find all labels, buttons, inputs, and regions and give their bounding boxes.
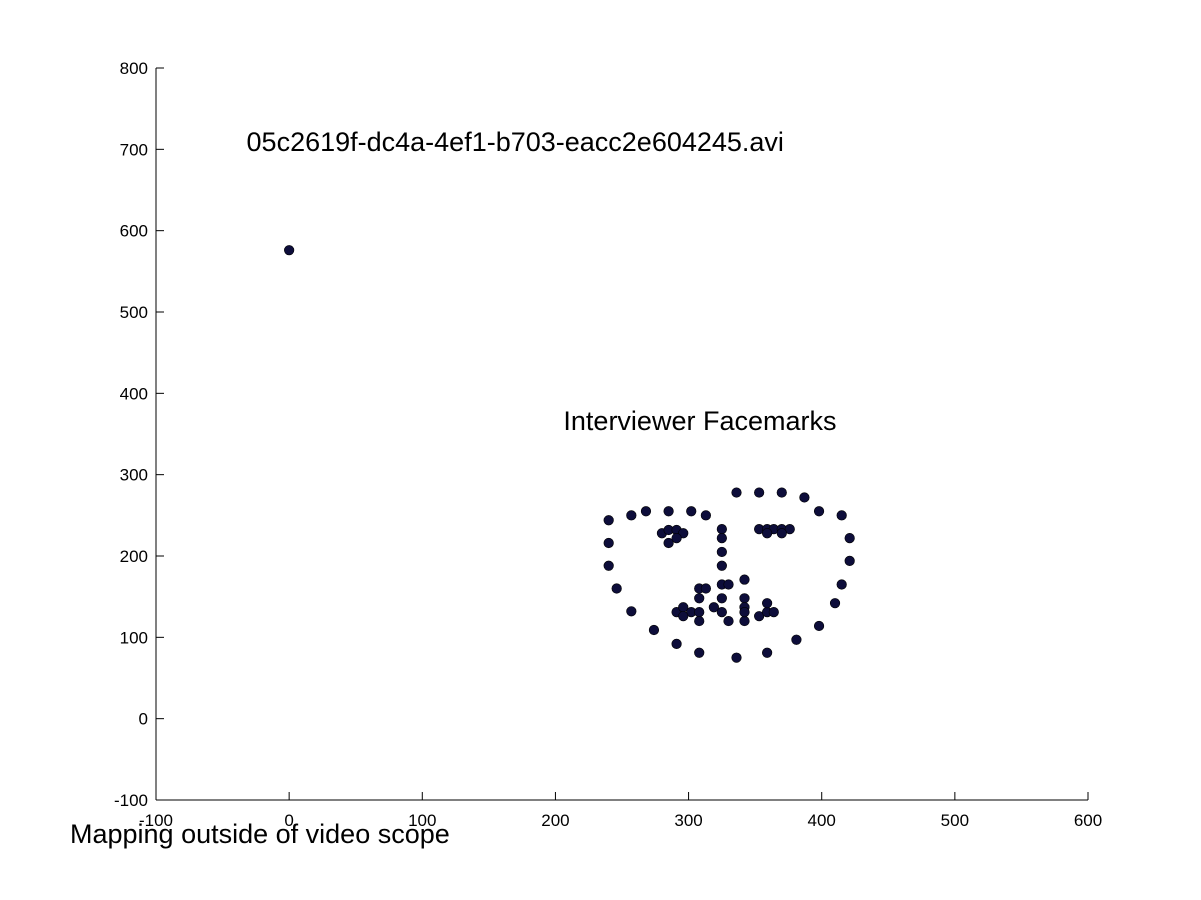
annotations: 05c2619f-dc4a-4ef1-b703-eacc2e604245.avi… [247,127,837,436]
y-tick-label: 100 [120,628,148,647]
data-point [694,607,705,618]
data-point [694,647,705,658]
y-tick-label: 0 [139,710,148,729]
data-point [716,593,727,604]
data-point [700,583,711,594]
data-point [716,524,727,535]
data-point [671,638,682,649]
data-point [708,602,719,613]
data-point [784,524,795,535]
data-point [603,515,614,526]
data-point [648,624,660,636]
data-point [716,560,727,571]
data-point [731,487,742,498]
data-point [844,533,855,544]
data-point [813,506,825,517]
x-tick-label: 200 [541,811,569,830]
data-point [754,487,765,498]
tick-marks [155,67,1089,801]
data-point [762,528,773,539]
tick-labels: -100 0 100 200 300 400 500 600 -100 0 100 200 300 400… [114,59,1102,830]
y-tick-label: 800 [120,59,148,78]
data-point [716,533,727,544]
x-tick-label: 500 [941,811,969,830]
y-tick-label: 400 [120,384,148,403]
data-point [603,537,614,549]
y-tick-label: 500 [120,303,148,322]
y-tick-label: 700 [120,140,148,159]
data-point [716,546,727,558]
data-point [731,652,742,663]
annotation-facemarks: Interviewer Facemarks [563,406,836,436]
data-point [723,615,734,627]
y-tick-label: -100 [114,791,148,810]
data-point [603,560,614,571]
x-tick-label: 0 [284,811,293,830]
data-point [686,506,697,517]
data-point [671,533,682,544]
data-point [799,492,810,503]
data-point [762,598,773,609]
data-point [694,615,705,627]
data-point [663,506,674,517]
data-point [829,598,841,609]
data-point [694,593,705,604]
data-point [678,611,689,622]
data-point [739,615,750,627]
data-point [626,510,637,521]
y-tick-label: 200 [120,547,148,566]
axes [155,68,1088,801]
x-tick-label: 300 [674,811,702,830]
data-point [700,510,711,521]
annotation-filename: 05c2619f-dc4a-4ef1-b703-eacc2e604245.avi [247,127,784,157]
data-point [626,606,637,617]
data-point [739,593,750,604]
data-point [640,506,652,517]
data-point [663,537,674,549]
y-tick-label: 600 [120,222,148,241]
data-point [836,579,847,590]
data-points [284,245,855,663]
data-point [762,647,773,658]
data-point [284,245,295,256]
data-point [723,579,734,590]
footer-label: Mapping outside of video scope [70,819,450,849]
data-point [739,607,750,618]
x-tick-label: 400 [808,811,836,830]
data-point [776,528,787,539]
data-point [844,555,855,566]
data-point [791,634,802,645]
data-point [813,620,825,632]
y-tick-label: 300 [120,466,148,485]
data-point [739,574,750,585]
data-point [768,607,779,618]
x-tick-label: 100 [408,811,436,830]
data-point [611,583,622,594]
x-tick-label: -100 [139,811,173,830]
data-point [836,510,847,521]
data-point [776,487,787,498]
x-tick-label: 600 [1074,811,1102,830]
data-point [716,607,727,618]
data-point [754,611,765,622]
